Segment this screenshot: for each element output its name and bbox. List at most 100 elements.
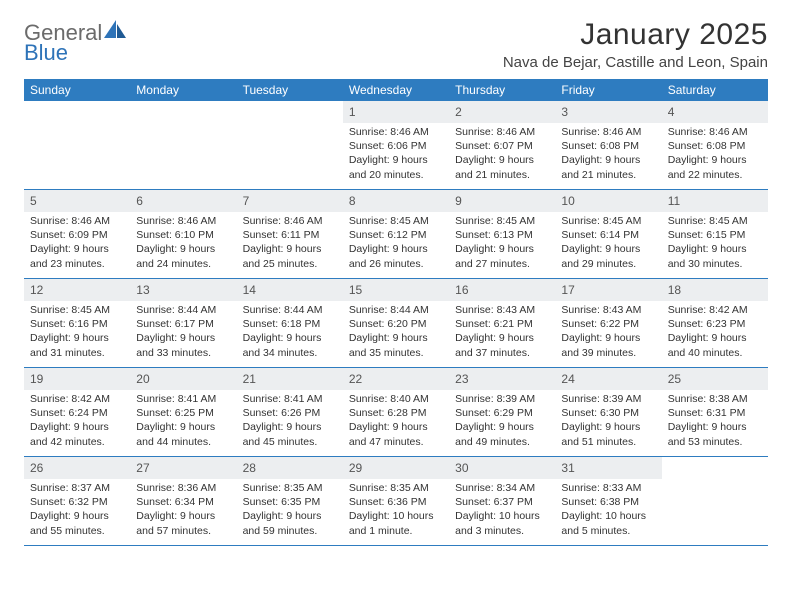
sunrise-line: Sunrise: 8:40 AM bbox=[349, 392, 443, 406]
sunset-line: Sunset: 6:32 PM bbox=[30, 495, 124, 509]
day-cell: 28Sunrise: 8:35 AMSunset: 6:35 PMDayligh… bbox=[237, 457, 343, 545]
weeks-container: 1Sunrise: 8:46 AMSunset: 6:06 PMDaylight… bbox=[24, 101, 768, 546]
daylight-line: Daylight: 10 hours and 5 minutes. bbox=[561, 509, 655, 537]
daylight-line: Daylight: 9 hours and 21 minutes. bbox=[455, 153, 549, 181]
daylight-line: Daylight: 9 hours and 21 minutes. bbox=[561, 153, 655, 181]
daylight-line: Daylight: 9 hours and 59 minutes. bbox=[243, 509, 337, 537]
sunrise-line: Sunrise: 8:46 AM bbox=[243, 214, 337, 228]
day-body: Sunrise: 8:35 AMSunset: 6:35 PMDaylight:… bbox=[237, 479, 343, 544]
sunset-line: Sunset: 6:15 PM bbox=[668, 228, 762, 242]
day-number: 21 bbox=[243, 372, 256, 386]
sunset-line: Sunset: 6:18 PM bbox=[243, 317, 337, 331]
daylight-line: Daylight: 9 hours and 34 minutes. bbox=[243, 331, 337, 359]
weekday-header: Sunday bbox=[24, 79, 130, 101]
sunset-line: Sunset: 6:30 PM bbox=[561, 406, 655, 420]
day-cell: 12Sunrise: 8:45 AMSunset: 6:16 PMDayligh… bbox=[24, 279, 130, 367]
weekday-header: Tuesday bbox=[237, 79, 343, 101]
daylight-line: Daylight: 10 hours and 3 minutes. bbox=[455, 509, 549, 537]
day-number: 20 bbox=[136, 372, 149, 386]
daynum-row: 7 bbox=[237, 190, 343, 212]
sunset-line: Sunset: 6:08 PM bbox=[668, 139, 762, 153]
day-body: Sunrise: 8:43 AMSunset: 6:22 PMDaylight:… bbox=[555, 301, 661, 366]
daynum-row: 18 bbox=[662, 279, 768, 301]
weekday-header: Saturday bbox=[662, 79, 768, 101]
daylight-line: Daylight: 9 hours and 26 minutes. bbox=[349, 242, 443, 270]
location-text: Nava de Bejar, Castille and Leon, Spain bbox=[503, 54, 768, 71]
sunrise-line: Sunrise: 8:33 AM bbox=[561, 481, 655, 495]
day-cell: 25Sunrise: 8:38 AMSunset: 6:31 PMDayligh… bbox=[662, 368, 768, 456]
sunrise-line: Sunrise: 8:46 AM bbox=[455, 125, 549, 139]
day-body: Sunrise: 8:39 AMSunset: 6:29 PMDaylight:… bbox=[449, 390, 555, 455]
sunrise-line: Sunrise: 8:43 AM bbox=[561, 303, 655, 317]
day-cell: 19Sunrise: 8:42 AMSunset: 6:24 PMDayligh… bbox=[24, 368, 130, 456]
sunrise-line: Sunrise: 8:45 AM bbox=[30, 303, 124, 317]
daynum-row: 20 bbox=[130, 368, 236, 390]
day-cell: 6Sunrise: 8:46 AMSunset: 6:10 PMDaylight… bbox=[130, 190, 236, 278]
day-cell: 22Sunrise: 8:40 AMSunset: 6:28 PMDayligh… bbox=[343, 368, 449, 456]
sunrise-line: Sunrise: 8:45 AM bbox=[455, 214, 549, 228]
sunset-line: Sunset: 6:35 PM bbox=[243, 495, 337, 509]
day-body: Sunrise: 8:41 AMSunset: 6:26 PMDaylight:… bbox=[237, 390, 343, 455]
daynum-row: 8 bbox=[343, 190, 449, 212]
daylight-line: Daylight: 9 hours and 30 minutes. bbox=[668, 242, 762, 270]
daynum-row: 23 bbox=[449, 368, 555, 390]
day-cell bbox=[24, 101, 130, 189]
daylight-line: Daylight: 9 hours and 47 minutes. bbox=[349, 420, 443, 448]
day-cell: 1Sunrise: 8:46 AMSunset: 6:06 PMDaylight… bbox=[343, 101, 449, 189]
day-body: Sunrise: 8:37 AMSunset: 6:32 PMDaylight:… bbox=[24, 479, 130, 544]
day-cell bbox=[237, 101, 343, 189]
sunset-line: Sunset: 6:13 PM bbox=[455, 228, 549, 242]
sunrise-line: Sunrise: 8:39 AM bbox=[561, 392, 655, 406]
day-body: Sunrise: 8:46 AMSunset: 6:07 PMDaylight:… bbox=[449, 123, 555, 188]
daylight-line: Daylight: 9 hours and 25 minutes. bbox=[243, 242, 337, 270]
day-number: 27 bbox=[136, 461, 149, 475]
day-body: Sunrise: 8:46 AMSunset: 6:08 PMDaylight:… bbox=[555, 123, 661, 188]
daylight-line: Daylight: 9 hours and 39 minutes. bbox=[561, 331, 655, 359]
sunset-line: Sunset: 6:38 PM bbox=[561, 495, 655, 509]
sunset-line: Sunset: 6:07 PM bbox=[455, 139, 549, 153]
day-cell: 24Sunrise: 8:39 AMSunset: 6:30 PMDayligh… bbox=[555, 368, 661, 456]
weekday-header: Friday bbox=[555, 79, 661, 101]
daynum-row: 3 bbox=[555, 101, 661, 123]
day-body: Sunrise: 8:45 AMSunset: 6:13 PMDaylight:… bbox=[449, 212, 555, 277]
day-cell: 20Sunrise: 8:41 AMSunset: 6:25 PMDayligh… bbox=[130, 368, 236, 456]
sunrise-line: Sunrise: 8:41 AM bbox=[136, 392, 230, 406]
daynum-row: 14 bbox=[237, 279, 343, 301]
day-body: Sunrise: 8:46 AMSunset: 6:11 PMDaylight:… bbox=[237, 212, 343, 277]
daynum-row: 26 bbox=[24, 457, 130, 479]
day-number: 12 bbox=[30, 283, 43, 297]
day-body: Sunrise: 8:33 AMSunset: 6:38 PMDaylight:… bbox=[555, 479, 661, 544]
daylight-line: Daylight: 9 hours and 23 minutes. bbox=[30, 242, 124, 270]
daylight-line: Daylight: 9 hours and 29 minutes. bbox=[561, 242, 655, 270]
day-cell: 4Sunrise: 8:46 AMSunset: 6:08 PMDaylight… bbox=[662, 101, 768, 189]
day-number: 4 bbox=[668, 105, 675, 119]
daylight-line: Daylight: 9 hours and 51 minutes. bbox=[561, 420, 655, 448]
day-body: Sunrise: 8:45 AMSunset: 6:12 PMDaylight:… bbox=[343, 212, 449, 277]
daylight-line: Daylight: 9 hours and 53 minutes. bbox=[668, 420, 762, 448]
day-cell: 27Sunrise: 8:36 AMSunset: 6:34 PMDayligh… bbox=[130, 457, 236, 545]
daynum-row: 19 bbox=[24, 368, 130, 390]
daynum-row: 22 bbox=[343, 368, 449, 390]
daylight-line: Daylight: 9 hours and 37 minutes. bbox=[455, 331, 549, 359]
sunrise-line: Sunrise: 8:42 AM bbox=[30, 392, 124, 406]
sunrise-line: Sunrise: 8:34 AM bbox=[455, 481, 549, 495]
daylight-line: Daylight: 10 hours and 1 minute. bbox=[349, 509, 443, 537]
daylight-line: Daylight: 9 hours and 22 minutes. bbox=[668, 153, 762, 181]
daynum-row: 1 bbox=[343, 101, 449, 123]
day-number: 30 bbox=[455, 461, 468, 475]
daynum-row: 12 bbox=[24, 279, 130, 301]
daynum-row: 21 bbox=[237, 368, 343, 390]
daynum-row: 25 bbox=[662, 368, 768, 390]
brand-logo: General Blue bbox=[24, 18, 128, 63]
day-cell: 30Sunrise: 8:34 AMSunset: 6:37 PMDayligh… bbox=[449, 457, 555, 545]
daylight-line: Daylight: 9 hours and 33 minutes. bbox=[136, 331, 230, 359]
day-number: 23 bbox=[455, 372, 468, 386]
day-cell bbox=[662, 457, 768, 545]
day-number: 5 bbox=[30, 194, 37, 208]
day-body: Sunrise: 8:35 AMSunset: 6:36 PMDaylight:… bbox=[343, 479, 449, 544]
calendar-grid: SundayMondayTuesdayWednesdayThursdayFrid… bbox=[24, 79, 768, 546]
day-cell: 8Sunrise: 8:45 AMSunset: 6:12 PMDaylight… bbox=[343, 190, 449, 278]
sunrise-line: Sunrise: 8:44 AM bbox=[349, 303, 443, 317]
sunrise-line: Sunrise: 8:37 AM bbox=[30, 481, 124, 495]
sunset-line: Sunset: 6:21 PM bbox=[455, 317, 549, 331]
